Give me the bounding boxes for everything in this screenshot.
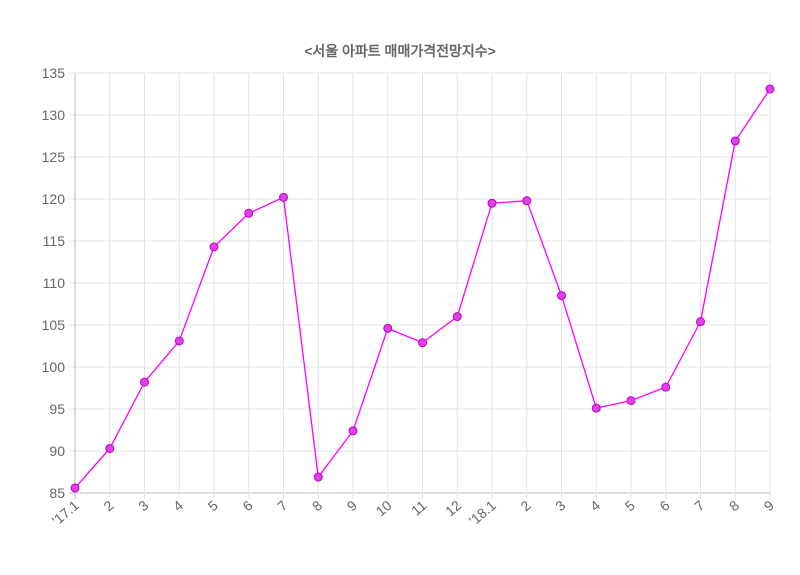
series — [70, 84, 775, 493]
x-tick-label: 5 — [205, 497, 221, 514]
data-point — [174, 336, 184, 346]
y-tick-label: 115 — [43, 233, 66, 249]
grid — [69, 72, 771, 499]
data-point — [279, 192, 288, 202]
data-point — [70, 483, 80, 493]
y-tick-label: 85 — [49, 485, 65, 501]
y-tick-label: 100 — [42, 359, 66, 375]
y-tick-label: 120 — [42, 191, 66, 207]
x-tick-label: 8 — [309, 497, 325, 514]
data-point — [487, 198, 497, 208]
x-tick-label: 6 — [239, 497, 255, 514]
chart-title: <서울 아파트 매매가격전망지수> — [304, 43, 496, 59]
y-tick-label: 125 — [42, 149, 66, 165]
data-point — [661, 382, 671, 392]
data-point — [452, 312, 462, 322]
y-tick-label: 105 — [42, 317, 66, 333]
x-tick-label: 9 — [761, 497, 777, 514]
data-point — [418, 338, 427, 348]
y-tick-label: 135 — [42, 65, 66, 81]
data-point — [730, 136, 740, 146]
x-tick-label: 2 — [517, 497, 533, 514]
data-point — [696, 317, 705, 327]
data-point — [765, 84, 775, 94]
x-tick-label: 3 — [552, 497, 568, 514]
x-axis: '17.1 2 3 4 5 6 7 8 9 10 11 12'18.1 2 3 4 5 6 7 8 9 — [49, 497, 777, 529]
y-axis: 85 90 95 100 105 110 115 120 125 130 135 — [42, 65, 66, 501]
data-point — [626, 396, 636, 406]
x-tick-label: 10 — [372, 497, 394, 519]
x-tick-label: 4 — [170, 497, 186, 514]
data-point — [348, 426, 358, 436]
data-point — [522, 196, 532, 206]
data-point — [313, 472, 323, 482]
x-tick-label: 12 — [442, 497, 464, 519]
x-tick-label: 2 — [100, 497, 116, 514]
data-point — [591, 403, 601, 413]
x-tick-label: 11 — [408, 497, 430, 519]
data-point — [140, 377, 149, 387]
y-tick-label: 130 — [42, 107, 66, 123]
x-tick-label: 7 — [691, 497, 707, 514]
x-tick-label: 3 — [135, 497, 151, 514]
x-tick-label: 6 — [656, 497, 672, 514]
x-tick-label: 5 — [622, 497, 638, 514]
data-point — [383, 323, 393, 333]
x-tick-label: 9 — [344, 497, 360, 514]
y-tick-label: 90 — [49, 443, 65, 459]
x-tick-label: 4 — [587, 497, 603, 514]
data-point — [244, 208, 254, 218]
x-tick-label: '18.1 — [466, 497, 499, 529]
data-point — [557, 291, 566, 301]
x-tick-label: 8 — [726, 497, 742, 514]
y-tick-label: 110 — [43, 275, 66, 291]
x-tick-label: '17.1 — [49, 497, 82, 529]
data-point — [105, 443, 115, 453]
x-tick-label: 7 — [274, 497, 290, 514]
y-tick-label: 95 — [49, 401, 65, 417]
data-point — [209, 242, 219, 252]
